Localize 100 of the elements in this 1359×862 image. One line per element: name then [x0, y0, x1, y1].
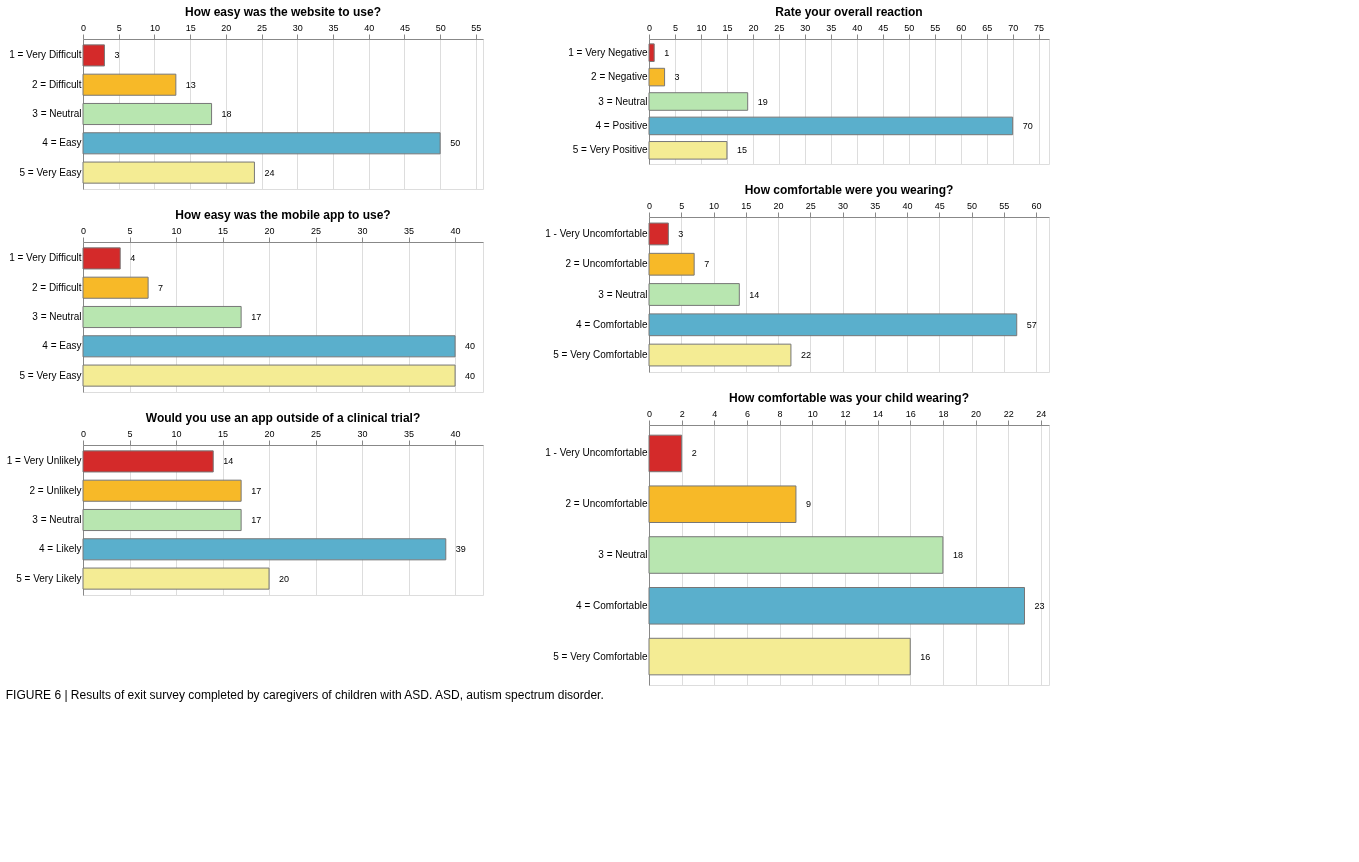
bar: [648, 587, 1026, 625]
y-tick-label: 1 = Very Unlikely: [6, 455, 82, 467]
y-tick-label: 4 = Likely: [38, 543, 82, 555]
x-tick-label: 20: [264, 428, 275, 439]
x-tick-label: 0: [646, 408, 653, 419]
x-tick-label: 14: [873, 408, 884, 419]
bar: [82, 538, 447, 561]
x-tick-label: 15: [741, 200, 752, 211]
x-tick-label: 35: [404, 428, 415, 439]
bar: [648, 637, 911, 676]
chart-title: Rate your overall reaction: [775, 5, 923, 19]
bar: [648, 252, 695, 276]
data-label: 3: [114, 50, 120, 61]
x-tick-label: 40: [852, 22, 863, 33]
x-tick-label: 20: [773, 200, 784, 211]
y-tick-label: 3 = Neutral: [32, 108, 82, 119]
data-label: 20: [279, 573, 290, 584]
bar: [82, 567, 270, 590]
x-tick-label: 24: [1036, 408, 1047, 419]
y-tick-label: 1 = Very Difficult: [9, 49, 82, 61]
data-label: 17: [251, 312, 262, 322]
data-label: 50: [450, 138, 461, 149]
x-tick-label: 45: [399, 22, 410, 33]
x-tick-label: 30: [838, 200, 849, 211]
bar: [648, 92, 749, 111]
chart-title: How easy was the website to use?: [184, 5, 382, 19]
x-tick-label: 16: [905, 408, 916, 419]
x-tick-label: 30: [292, 22, 303, 33]
y-tick-label: 1 = Very Negative: [568, 46, 648, 58]
x-tick-label: 5: [127, 428, 133, 439]
bar: [82, 161, 255, 184]
x-tick-label: 0: [80, 225, 87, 236]
y-tick-label: 4 = Positive: [595, 119, 648, 131]
y-tick-label: 5 = Very Positive: [572, 144, 648, 156]
x-tick-label: 15: [722, 22, 733, 33]
chart-title: How comfortable was your child wearing?: [728, 391, 970, 405]
data-label: 2: [691, 448, 697, 459]
bar: [82, 73, 177, 96]
y-tick-label: 5 = Very Likely: [16, 572, 82, 584]
x-tick-label: 5: [116, 22, 122, 33]
x-tick-label: 40: [364, 22, 375, 33]
x-tick-label: 8: [777, 408, 783, 419]
x-tick-label: 25: [311, 428, 322, 439]
data-label: 19: [757, 96, 768, 107]
bar: [648, 141, 728, 160]
data-label: 22: [800, 350, 811, 361]
x-tick-label: 25: [774, 22, 785, 33]
bar: [82, 364, 456, 387]
y-tick-label: 2 = Unlikely: [29, 484, 82, 496]
caption: FIGURE 6 | Results of exit survey completed by caregivers of children with ASD. ASD, autism spectrum disorder.: [5, 687, 604, 702]
x-tick-label: 0: [646, 200, 653, 211]
y-tick-label: 3 = Neutral: [598, 288, 648, 300]
bar: [82, 247, 121, 270]
x-tick-label: 50: [967, 200, 978, 211]
bar: [82, 450, 214, 473]
x-tick-label: 50: [435, 22, 446, 33]
data-label: 24: [264, 167, 275, 178]
x-tick-label: 30: [800, 22, 811, 33]
x-tick-label: 5: [672, 22, 678, 33]
x-tick-label: 75: [1034, 22, 1045, 33]
y-tick-label: 3 = Neutral: [598, 549, 648, 560]
bar: [648, 313, 1018, 337]
x-tick-label: 40: [450, 225, 461, 236]
data-label: 16: [920, 651, 931, 662]
data-label: 15: [736, 145, 747, 156]
x-tick-label: 55: [999, 200, 1010, 211]
chart-title: How easy was the mobile app to use?: [175, 208, 391, 222]
x-tick-label: 55: [930, 22, 941, 33]
bar: [648, 116, 1014, 136]
x-tick-label: 20: [221, 22, 232, 33]
y-tick-label: 5 = Very Comfortable: [553, 650, 648, 662]
x-tick-label: 35: [404, 225, 415, 236]
y-tick-label: 2 = Uncomfortable: [565, 258, 648, 270]
y-tick-label: 5 = Very Easy: [19, 166, 82, 178]
data-label: 18: [952, 550, 963, 560]
x-tick-label: 60: [1031, 200, 1042, 211]
y-tick-label: 1 - Very Uncomfortable: [545, 447, 648, 459]
chart-title: How comfortable were you wearing?: [744, 183, 954, 197]
data-label: 9: [805, 499, 811, 510]
bar: [648, 67, 666, 87]
data-label: 17: [251, 485, 262, 496]
bar: [648, 343, 792, 367]
y-tick-label: 4 = Easy: [42, 137, 82, 149]
x-tick-label: 35: [826, 22, 837, 33]
data-label: 14: [749, 289, 760, 300]
bar: [82, 44, 105, 67]
x-tick-label: 15: [218, 428, 229, 439]
x-tick-label: 5: [679, 200, 685, 211]
x-tick-label: 0: [80, 22, 87, 33]
y-tick-label: 3 = Neutral: [32, 311, 82, 322]
x-tick-label: 5: [127, 225, 133, 236]
x-tick-label: 2: [679, 408, 685, 419]
x-tick-label: 40: [902, 200, 913, 211]
x-tick-label: 12: [840, 408, 851, 419]
bar: [82, 479, 242, 502]
x-tick-label: 20: [264, 225, 275, 236]
bar: [82, 305, 242, 329]
bar: [648, 43, 655, 62]
data-label: 13: [185, 79, 196, 90]
bar: [82, 102, 213, 126]
